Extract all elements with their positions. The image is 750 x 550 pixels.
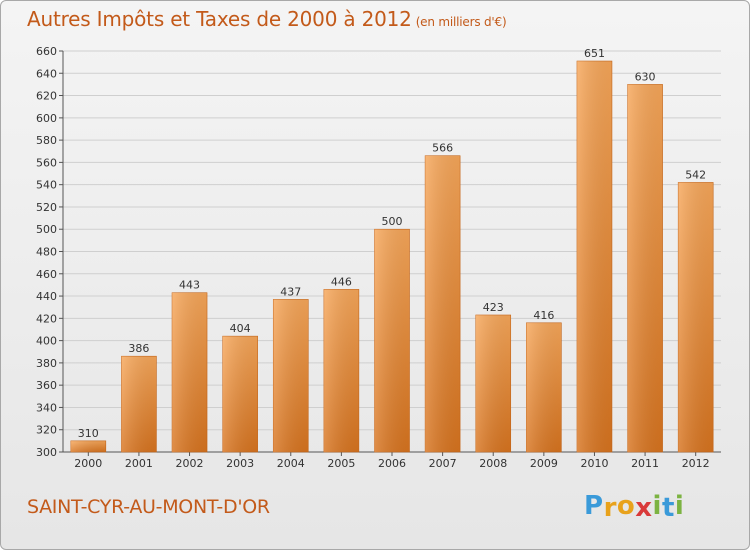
bar-shade bbox=[273, 299, 309, 452]
y-tick-label: 300 bbox=[36, 446, 57, 459]
logo-letter: r bbox=[603, 493, 617, 523]
bar-shade bbox=[576, 61, 612, 453]
y-tick-label: 440 bbox=[36, 290, 57, 303]
commune-name: SAINT-CYR-AU-MONT-D'OR bbox=[27, 496, 270, 518]
logo-letter: i bbox=[652, 491, 662, 521]
bar-shade bbox=[222, 336, 258, 452]
data-label: 500 bbox=[382, 215, 403, 228]
y-tick-label: 500 bbox=[36, 223, 57, 236]
x-tick-label: 2001 bbox=[125, 457, 153, 470]
data-labels: 310 386 443 404 437 446 500 566 423 416 651 630 542 bbox=[78, 47, 706, 440]
y-tick-label: 400 bbox=[36, 335, 57, 348]
y-tick-label: 360 bbox=[36, 379, 57, 392]
logo-letter: o bbox=[616, 491, 636, 521]
title-main: Autres Impôts et Taxes de 2000 à 2012 bbox=[27, 7, 412, 31]
data-label: 446 bbox=[331, 275, 352, 288]
logo-letter: t bbox=[661, 493, 675, 523]
data-label: 310 bbox=[78, 427, 99, 440]
chart-title: Autres Impôts et Taxes de 2000 à 2012 (en… bbox=[27, 7, 507, 31]
bar-shade bbox=[323, 289, 359, 452]
bar-shade bbox=[172, 292, 208, 452]
bar-shade bbox=[475, 314, 511, 452]
bar-shade bbox=[121, 356, 157, 452]
data-label: 416 bbox=[533, 309, 554, 322]
data-label: 404 bbox=[230, 322, 251, 335]
y-tick-label: 420 bbox=[36, 312, 57, 325]
x-tick-label: 2010 bbox=[580, 457, 608, 470]
x-tick-label: 2000 bbox=[74, 457, 102, 470]
y-tick-label: 480 bbox=[36, 246, 57, 259]
x-tick-label: 2007 bbox=[429, 457, 457, 470]
data-label: 566 bbox=[432, 142, 453, 155]
x-tick-label: 2006 bbox=[378, 457, 406, 470]
bar-shade bbox=[678, 182, 714, 452]
logo-letter: P bbox=[584, 491, 604, 521]
data-label: 437 bbox=[280, 285, 301, 298]
y-tick-labels: 300 320 340 360 380 400 420 440 460 480 500 520 540 5… bbox=[36, 45, 57, 459]
y-tick-label: 380 bbox=[36, 357, 57, 370]
y-tick-label: 620 bbox=[36, 90, 57, 103]
x-tick-label: 2012 bbox=[682, 457, 710, 470]
y-tick-label: 520 bbox=[36, 201, 57, 214]
x-tick-label: 2009 bbox=[530, 457, 558, 470]
data-label: 443 bbox=[179, 279, 200, 292]
x-tick-labels: 2000 2001 2002 2003 2004 2005 2006 2007 2008 2009… bbox=[74, 457, 709, 470]
y-tick-label: 600 bbox=[36, 112, 57, 125]
y-tick-label: 660 bbox=[36, 45, 57, 58]
y-tick-label: 640 bbox=[36, 67, 57, 80]
logo-letter: i bbox=[674, 491, 685, 521]
data-label: 630 bbox=[635, 70, 656, 83]
bar-shade bbox=[70, 440, 106, 452]
x-tick-label: 2005 bbox=[327, 457, 355, 470]
bar-shade bbox=[374, 229, 410, 452]
y-tick-label: 560 bbox=[36, 156, 57, 169]
y-tick-label: 320 bbox=[36, 424, 57, 437]
x-tick-label: 2004 bbox=[277, 457, 305, 470]
y-tick-label: 540 bbox=[36, 179, 57, 192]
data-label: 423 bbox=[483, 301, 504, 314]
bar-shade bbox=[526, 322, 562, 452]
logo-letter: x bbox=[635, 493, 653, 523]
y-tick-label: 580 bbox=[36, 134, 57, 147]
x-tick-label: 2003 bbox=[226, 457, 254, 470]
bar-shade bbox=[627, 84, 663, 453]
proxiti-logo[interactable]: Proxiti bbox=[584, 491, 685, 523]
data-label: 542 bbox=[685, 168, 706, 181]
x-tick-label: 2011 bbox=[631, 457, 659, 470]
y-tick-label: 340 bbox=[36, 401, 57, 414]
data-label: 651 bbox=[584, 47, 605, 60]
x-tick-label: 2008 bbox=[479, 457, 507, 470]
bars bbox=[70, 60, 714, 453]
y-tick-label: 460 bbox=[36, 268, 57, 281]
data-label: 386 bbox=[128, 342, 149, 355]
title-unit: (en milliers d'€) bbox=[415, 15, 507, 29]
x-tick-label: 2002 bbox=[176, 457, 204, 470]
bar-shade bbox=[425, 155, 461, 452]
